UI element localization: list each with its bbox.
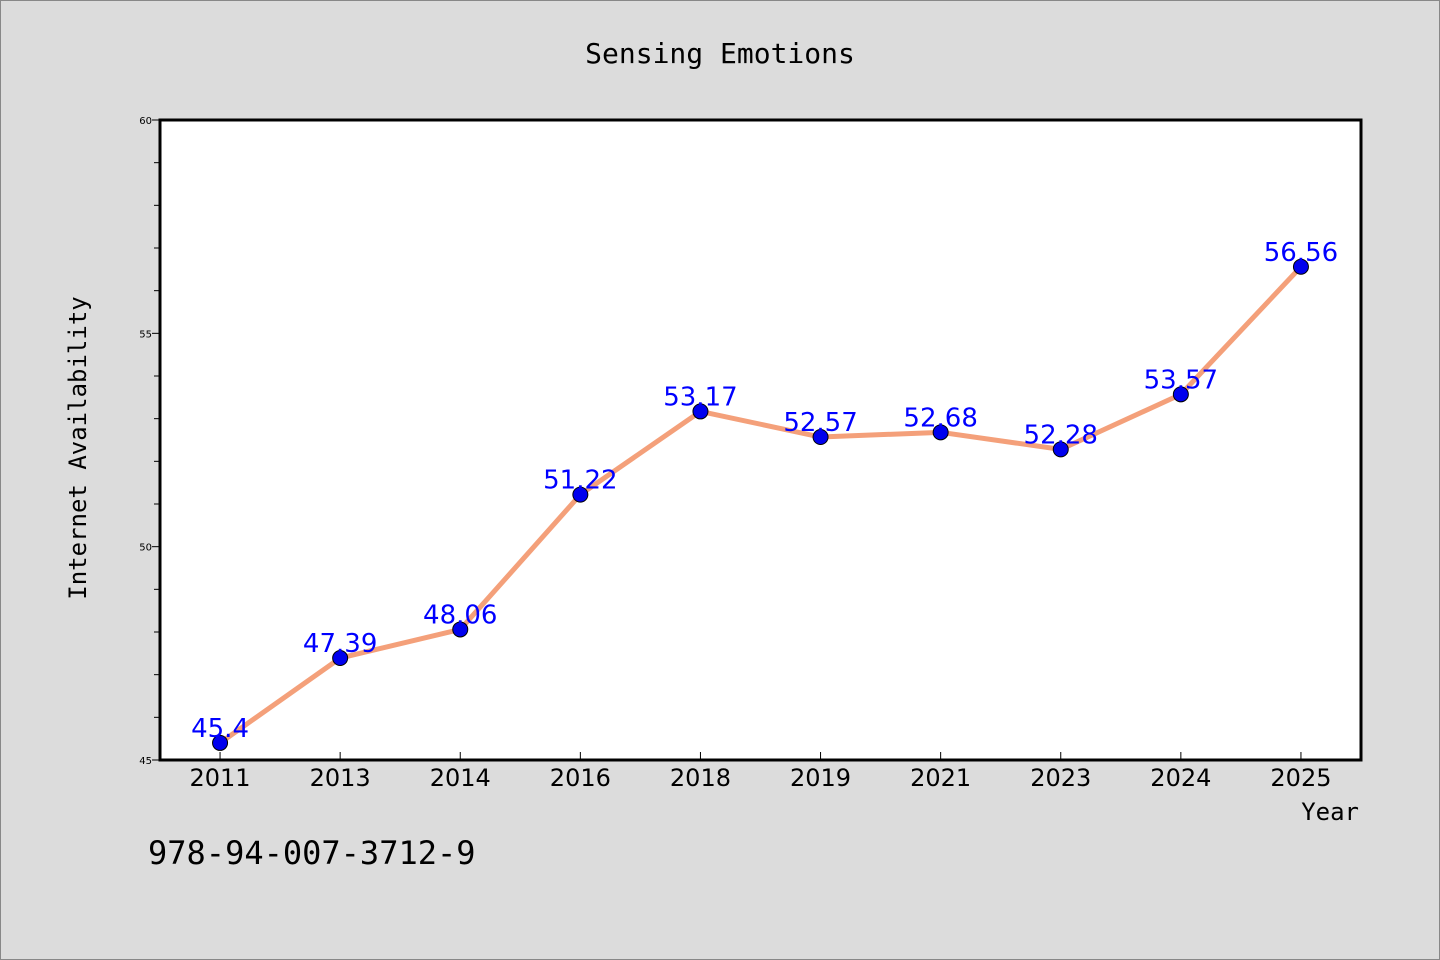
data-label: 45.4 [191, 714, 249, 744]
data-point [812, 429, 829, 446]
data-point [452, 621, 469, 638]
x-tick-label: 2025 [1270, 764, 1331, 792]
data-label: 52.68 [903, 403, 977, 433]
x-tick-label: 2024 [1150, 764, 1211, 792]
isbn-text: 978-94-007-3712-9 [148, 834, 476, 872]
x-tick-label: 2014 [430, 764, 491, 792]
x-tick-label: 2019 [790, 764, 851, 792]
data-label: 52.57 [783, 408, 857, 438]
data-point [332, 650, 349, 667]
x-tick-label: 2023 [1030, 764, 1091, 792]
series-markers [212, 258, 1309, 751]
data-label: 51.22 [543, 466, 617, 496]
data-point [1172, 386, 1189, 403]
data-label: 48.06 [423, 600, 497, 630]
data-point [692, 403, 709, 420]
y-tick-label: 55 [139, 329, 152, 340]
y-tick-label: 50 [139, 543, 152, 554]
x-tick-label: 2011 [190, 764, 251, 792]
data-point [572, 486, 589, 503]
x-tick-label: 2021 [910, 764, 971, 792]
y-axis-ticks: 45 50 55 60 [139, 116, 160, 767]
x-axis-ticks: 2011 2013 2014 2016 2018 2019 2021 2023 2024 2025 [190, 752, 1331, 792]
data-label: 53.17 [663, 382, 737, 412]
data-labels: 45.4 47.39 48.06 51.22 53.17 52.57 52.68 52.28 5… [191, 238, 1338, 744]
x-tick-label: 2018 [670, 764, 731, 792]
y-tick-label: 60 [139, 116, 152, 127]
data-label: 56.56 [1264, 238, 1338, 268]
y-axis-label: Internet Availability [64, 296, 92, 599]
data-point [212, 734, 229, 751]
data-label: 53.57 [1144, 365, 1218, 395]
x-tick-label: 2016 [550, 764, 611, 792]
x-tick-label: 2013 [310, 764, 371, 792]
data-point [932, 424, 949, 441]
chart-title: Sensing Emotions [585, 37, 855, 70]
series-line [217, 264, 1304, 746]
data-label: 47.39 [303, 629, 377, 659]
y-tick-label: 45 [139, 756, 152, 767]
data-point [1292, 258, 1309, 275]
data-label: 52.28 [1024, 420, 1098, 450]
x-axis-label: Year [1301, 798, 1359, 826]
data-point [1052, 441, 1069, 458]
